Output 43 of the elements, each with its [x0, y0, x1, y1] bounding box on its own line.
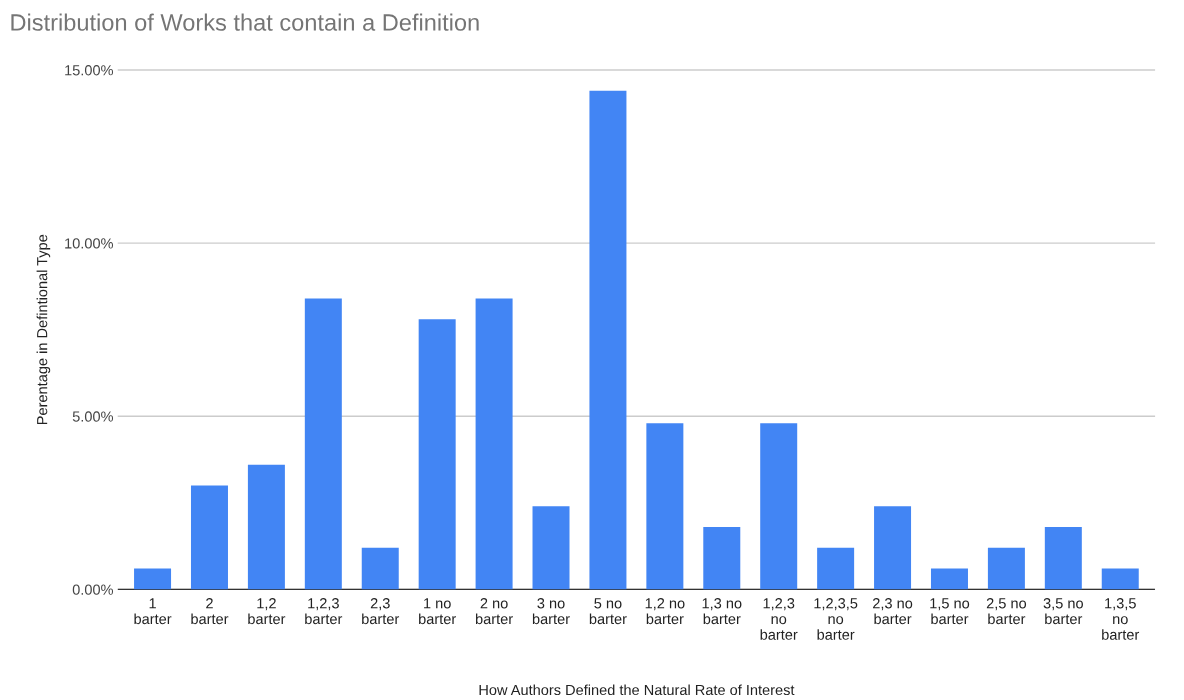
- x-tick-label: 1,2,3 barter: [305, 598, 343, 625]
- bar: [475, 298, 513, 590]
- bar: [361, 547, 399, 590]
- bar: [703, 527, 741, 590]
- bar: [304, 298, 342, 590]
- y-tick-label: 15.00%: [65, 65, 114, 76]
- bar: [987, 547, 1025, 590]
- bar: [589, 90, 627, 590]
- x-tick-label: 2,3 barter: [362, 598, 400, 625]
- x-tick-label: 3 no barter: [532, 598, 570, 625]
- x-tick-label: 1,2 barter: [248, 598, 286, 625]
- x-tick-label: 1,3 no barter: [702, 598, 742, 625]
- y-tick-label: 10.00%: [65, 238, 114, 249]
- x-tick-label: 1,3,5 no barter: [1102, 598, 1140, 640]
- x-tick-label: 1,2,3 no barter: [760, 598, 798, 640]
- x-tick-label: 2 barter: [191, 598, 229, 625]
- bar: [874, 506, 912, 590]
- bar: [760, 423, 798, 590]
- y-tick-label: 0.00%: [72, 584, 114, 595]
- bar: [817, 547, 855, 590]
- x-tick-label: 2 no barter: [475, 598, 513, 625]
- x-tick-label: 2,5 no barter: [986, 598, 1027, 625]
- bar: [532, 506, 570, 590]
- x-tick-label: 1,5 no barter: [930, 598, 970, 625]
- bar: [1101, 568, 1139, 590]
- x-tick-label: 1,2 no barter: [645, 598, 685, 625]
- bar: [1044, 527, 1082, 590]
- x-tick-label: 1 no barter: [419, 598, 456, 625]
- bar: [247, 464, 285, 590]
- bar: [134, 568, 172, 590]
- x-tick-label: 1,2,3,5 no barter: [814, 598, 858, 640]
- x-tick-label: 5 no barter: [589, 598, 627, 625]
- y-tick-label: 5.00%: [72, 411, 114, 422]
- bar: [190, 485, 228, 590]
- bar: [646, 423, 684, 590]
- chart-title: Distribution of Works that contain a Definition: [11, 13, 479, 31]
- bar: [418, 319, 456, 590]
- y-axis-title: Perentage in Defintional Type: [36, 234, 51, 425]
- x-axis-title: How Authors Defined the Natural Rate of Interest: [479, 684, 795, 696]
- bar: [930, 568, 968, 590]
- x-tick-label: 2,3 no barter: [873, 598, 913, 625]
- x-tick-label: 3,5 no barter: [1043, 598, 1083, 625]
- x-tick-label: 1 barter: [134, 598, 172, 625]
